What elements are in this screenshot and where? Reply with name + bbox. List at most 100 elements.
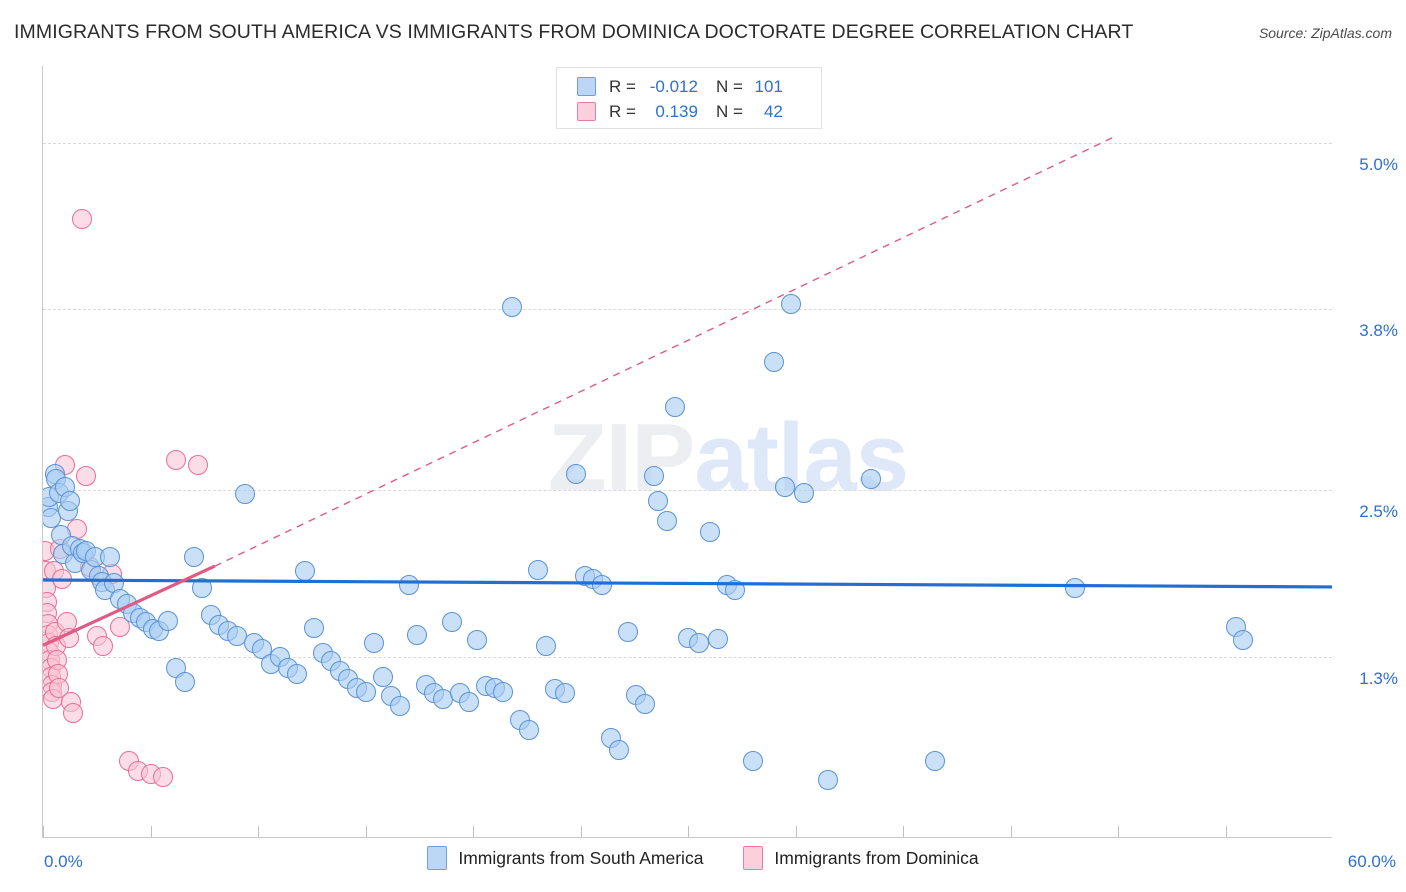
scatter-point	[76, 466, 96, 487]
stats-n-value-pink: 42	[763, 101, 783, 121]
gridline	[43, 490, 1332, 492]
stats-swatch-pink-icon	[577, 102, 596, 121]
page-title: IMMIGRANTS FROM SOUTH AMERICA VS IMMIGRA…	[14, 21, 1134, 43]
scatter-point	[99, 547, 120, 568]
x-axis-tick	[1118, 826, 1119, 837]
stats-n-value-blue: 101	[754, 76, 783, 96]
stats-r-value-blue: -0.012	[649, 76, 698, 96]
gridline	[43, 142, 1332, 144]
scatter-point	[699, 521, 720, 542]
scatter-point	[555, 683, 576, 704]
x-axis-tick	[903, 826, 904, 837]
y-axis-tick-label: 5.0%	[1359, 154, 1398, 174]
scatter-point	[647, 491, 668, 512]
legend-item-dominica[interactable]: Immigrants from Dominica	[743, 846, 979, 870]
x-axis-max-label: 60.0%	[1347, 852, 1396, 871]
x-axis-tick	[365, 826, 367, 837]
scatter-point	[71, 209, 92, 229]
source-label: Source: ZipAtlas.com	[1258, 25, 1392, 41]
scatter-point	[566, 463, 587, 484]
x-axis-tick	[1010, 826, 1012, 837]
x-axis-tick	[150, 826, 152, 837]
scatter-point	[643, 466, 664, 487]
y-axis-tick-label: 1.3%	[1359, 669, 1398, 689]
scatter-point	[441, 612, 462, 633]
scatter-point	[860, 469, 881, 490]
scatter-point	[355, 681, 376, 702]
scatter-point	[617, 622, 638, 643]
scatter-point	[63, 702, 84, 723]
scatter-point	[183, 547, 204, 568]
x-axis-tick	[688, 826, 689, 837]
stats-swatch-blue-icon	[577, 77, 596, 96]
blue-trend-line	[42, 578, 1333, 589]
scatter-point	[458, 691, 479, 712]
legend-swatch-pink-icon	[743, 846, 764, 870]
trend-lines	[42, 134, 1333, 647]
scatter-point	[1065, 577, 1085, 598]
x-axis-tick	[580, 826, 582, 837]
y-axis-tick-label: 3.8%	[1359, 321, 1398, 341]
scatter-point	[781, 293, 802, 314]
correlation-stats-box: R = -0.012 N = 101 R = 0.139 N = 42	[556, 67, 822, 129]
scatter-point	[187, 455, 208, 476]
x-axis-tick	[795, 826, 797, 837]
gridline	[43, 657, 1332, 659]
y-axis-tick-label: 2.5%	[1359, 502, 1398, 522]
scatter-point	[764, 352, 784, 373]
pink-trend-line-solid	[42, 564, 216, 647]
scatter-point	[708, 629, 729, 650]
scatter-point	[174, 672, 195, 693]
scatter-point	[609, 740, 630, 761]
legend-label-south-america: Immigrants from South America	[458, 847, 704, 868]
scatter-point	[518, 719, 539, 740]
legend-swatch-blue-icon	[427, 846, 448, 870]
scatter-point	[527, 559, 548, 580]
x-axis-tick	[258, 826, 259, 837]
scatter-point	[925, 751, 946, 772]
scatter-point	[536, 636, 557, 657]
x-axis-tick	[473, 826, 474, 837]
scatter-point	[635, 694, 655, 715]
stats-row-pink: R = 0.139 N = 42	[557, 99, 821, 124]
scatter-point	[398, 574, 419, 595]
legend-item-south-america[interactable]: Immigrants from South America	[427, 846, 703, 870]
stats-r-label-pink: R =	[609, 101, 636, 121]
scatter-point	[286, 663, 307, 684]
stats-n-label-pink: N =	[715, 101, 743, 121]
scatter-point	[153, 766, 174, 787]
scatter-point	[303, 617, 324, 638]
scatter-point	[93, 636, 114, 657]
scatter-point	[742, 751, 763, 772]
stats-n-label-blue: N =	[715, 76, 743, 96]
plot-area: ZIPatlas	[42, 66, 1333, 838]
scatter-point	[235, 484, 256, 505]
x-axis-tick	[43, 826, 44, 837]
stats-r-value-pink: 0.139	[655, 101, 698, 121]
scatter-point	[407, 624, 428, 645]
scatter-point	[493, 681, 514, 702]
scatter-point	[372, 666, 393, 687]
scatter-point	[192, 577, 213, 598]
scatter-point	[157, 611, 178, 631]
legend-label-dominica: Immigrants from Dominica	[774, 847, 979, 868]
scatter-point	[389, 695, 410, 716]
scatter-point	[467, 630, 488, 651]
scatter-point	[59, 491, 80, 512]
scatter-point	[364, 633, 385, 654]
pink-trend-line-dashed	[214, 134, 1118, 567]
stats-r-label-blue: R =	[609, 76, 636, 96]
scatter-point	[665, 396, 686, 417]
scatter-point	[794, 483, 815, 504]
gridline	[43, 309, 1332, 311]
scatter-point	[656, 510, 677, 531]
scatter-point	[501, 296, 522, 317]
x-axis-tick	[1225, 826, 1227, 837]
scatter-point	[166, 449, 187, 470]
x-axis-min-label: 0.0%	[44, 852, 83, 871]
series-legend: Immigrants from South America Immigrants…	[0, 846, 1406, 870]
scatter-point	[110, 616, 131, 637]
scatter-point	[817, 769, 838, 790]
scatter-point	[592, 574, 612, 595]
